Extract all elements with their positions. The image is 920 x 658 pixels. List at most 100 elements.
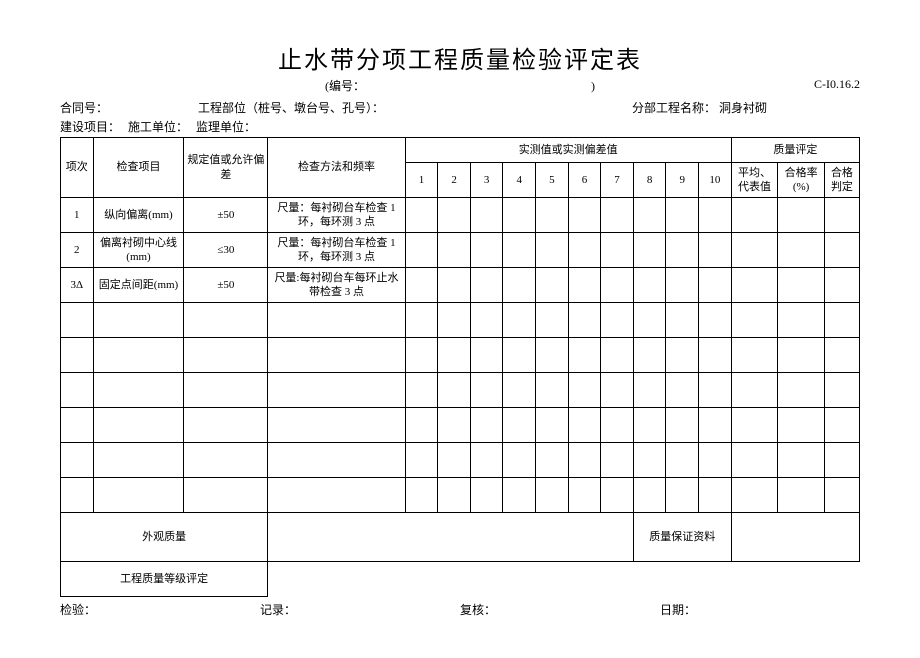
table-cell	[633, 408, 666, 443]
th-rate: 合格率 (%)	[778, 163, 825, 198]
table-cell	[666, 198, 699, 233]
table-cell	[503, 233, 536, 268]
grade-row: 工程质量等级评定	[61, 562, 860, 597]
table-cell	[633, 443, 666, 478]
table-cell	[778, 268, 825, 303]
table-cell	[699, 268, 732, 303]
th-n3: 3	[470, 163, 503, 198]
table-cell	[731, 303, 778, 338]
table-cell	[699, 443, 732, 478]
table-row	[61, 373, 860, 408]
table-cell	[405, 303, 438, 338]
table-cell	[778, 443, 825, 478]
table-cell	[601, 408, 634, 443]
th-method: 检查方法和频率	[268, 138, 405, 198]
table-row	[61, 338, 860, 373]
table-cell	[568, 478, 601, 513]
table-cell	[666, 408, 699, 443]
table-cell	[503, 198, 536, 233]
appearance-label: 外观质量	[61, 513, 268, 562]
table-cell	[470, 478, 503, 513]
table-cell	[601, 338, 634, 373]
table-cell	[633, 233, 666, 268]
table-cell	[666, 373, 699, 408]
cell-spec: ±50	[184, 268, 268, 303]
part-label: 工程部位（桩号、墩台号、孔号）：	[198, 101, 384, 115]
table-cell	[666, 233, 699, 268]
table-cell	[601, 373, 634, 408]
table-row	[61, 478, 860, 513]
table-cell	[633, 303, 666, 338]
table-cell	[536, 443, 569, 478]
th-avg: 平均、代表值	[731, 163, 778, 198]
th-quality: 质量评定	[731, 138, 859, 163]
th-result: 合格判定	[824, 163, 859, 198]
table-row	[61, 443, 860, 478]
table-cell	[731, 373, 778, 408]
table-cell	[503, 303, 536, 338]
th-n10: 10	[699, 163, 732, 198]
table-cell	[731, 478, 778, 513]
cell-method: 尺量:每衬砌台车每环止水带检查 3 点	[268, 268, 405, 303]
cell-idx: 3Δ	[61, 268, 94, 303]
table-cell	[666, 338, 699, 373]
table-cell	[268, 478, 405, 513]
table-cell	[824, 303, 859, 338]
table-cell	[778, 338, 825, 373]
table-cell	[61, 478, 94, 513]
meta-row-1: 合同号： 工程部位（桩号、墩台号、孔号）： 分部工程名称： 洞身衬砌	[60, 99, 860, 116]
table-cell	[503, 268, 536, 303]
table-cell	[778, 233, 825, 268]
table-cell	[568, 233, 601, 268]
table-cell	[268, 338, 405, 373]
table-cell	[93, 443, 184, 478]
subtitle-suffix: )	[591, 79, 595, 93]
meta-row-2: 建设项目： 施工单位： 监理单位：	[60, 118, 860, 135]
table-cell	[568, 443, 601, 478]
table-cell	[268, 443, 405, 478]
table-cell	[633, 338, 666, 373]
table-cell	[824, 408, 859, 443]
cell-item: 偏离衬砌中心线 (mm)	[93, 233, 184, 268]
table-cell	[405, 338, 438, 373]
th-n4: 4	[503, 163, 536, 198]
table-cell	[601, 233, 634, 268]
table-cell	[184, 443, 268, 478]
grade-value	[268, 562, 860, 597]
table-cell	[470, 233, 503, 268]
th-n5: 5	[536, 163, 569, 198]
grade-label: 工程质量等级评定	[61, 562, 268, 597]
table-cell	[61, 408, 94, 443]
table-cell	[184, 338, 268, 373]
table-cell	[438, 478, 471, 513]
table-cell	[438, 443, 471, 478]
th-idx: 项次	[61, 138, 94, 198]
table-cell	[405, 198, 438, 233]
table-cell	[184, 373, 268, 408]
table-cell	[470, 303, 503, 338]
table-cell	[824, 338, 859, 373]
signature-row: 检验： 记录： 复核： 日期：	[60, 601, 860, 618]
table-cell	[405, 268, 438, 303]
qa-value	[731, 513, 859, 562]
table-cell	[568, 303, 601, 338]
sign-date: 日期：	[660, 603, 696, 617]
build-label: 建设项目：	[60, 120, 120, 134]
table-cell	[536, 373, 569, 408]
cell-spec: ≤30	[184, 233, 268, 268]
table-cell	[405, 478, 438, 513]
table-cell	[778, 373, 825, 408]
table-cell	[778, 303, 825, 338]
table-cell	[536, 408, 569, 443]
table-row: 3Δ固定点间距(mm)±50尺量:每衬砌台车每环止水带检查 3 点	[61, 268, 860, 303]
table-cell	[470, 408, 503, 443]
table-cell	[405, 408, 438, 443]
table-cell	[405, 443, 438, 478]
table-cell	[536, 338, 569, 373]
table-cell	[61, 443, 94, 478]
table-body: 1纵向偏离(mm)±50尺量：每衬砌台车检查 1 环，每环测 3 点2偏离衬砌中…	[61, 198, 860, 597]
table-cell	[699, 303, 732, 338]
cell-item: 固定点间距(mm)	[93, 268, 184, 303]
table-row: 2偏离衬砌中心线 (mm)≤30尺量：每衬砌台车检查 1 环，每环测 3 点	[61, 233, 860, 268]
table-cell	[601, 198, 634, 233]
